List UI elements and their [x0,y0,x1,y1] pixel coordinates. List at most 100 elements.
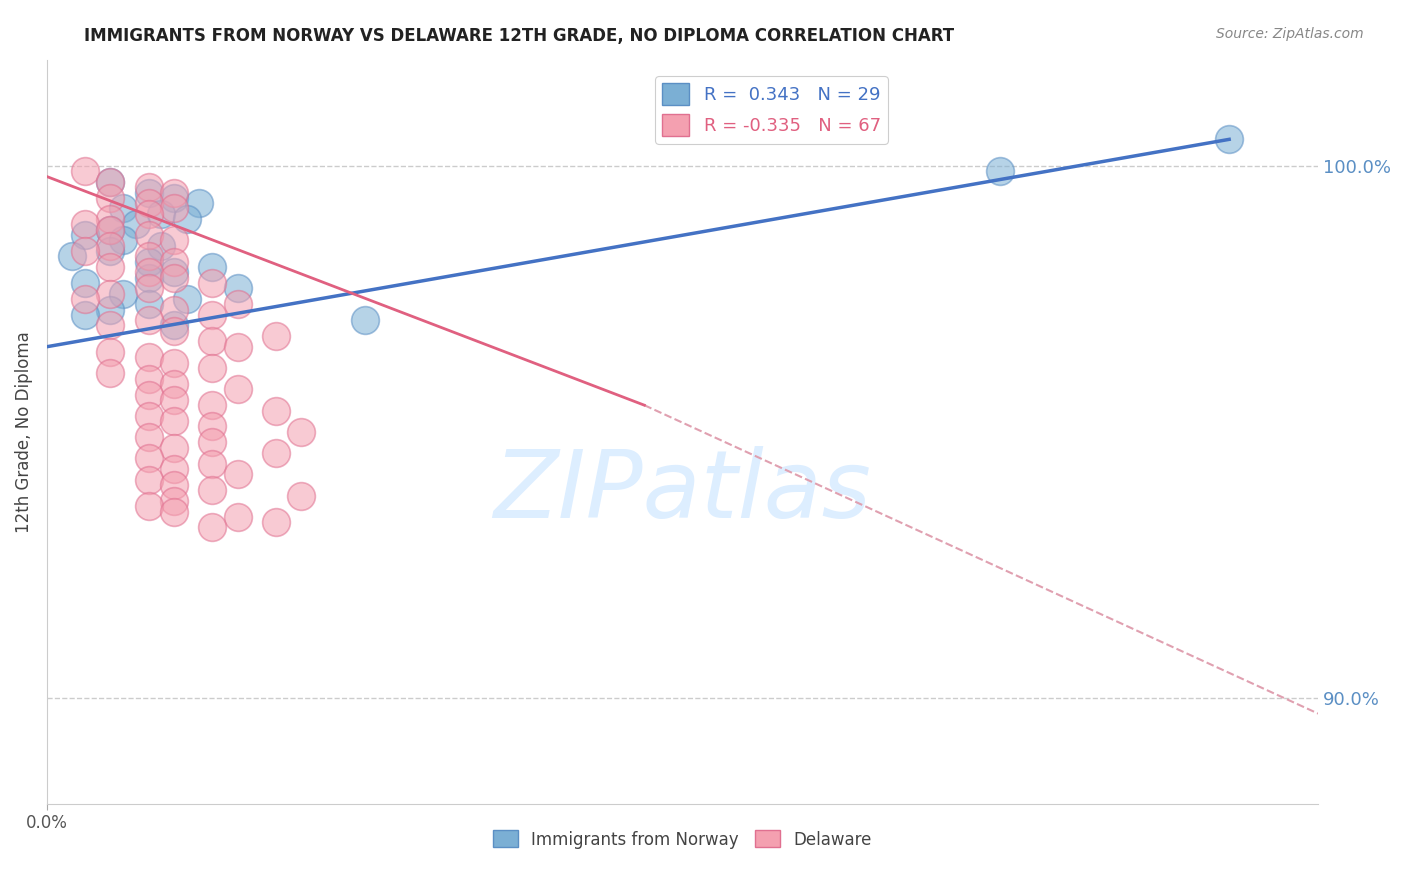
Point [138,270,160,285]
Point [290,489,312,503]
Point [163,504,186,518]
Point [163,478,186,492]
Point [138,254,160,268]
Point [201,419,224,434]
Y-axis label: 12th Grade, No Diploma: 12th Grade, No Diploma [15,331,32,533]
Point [226,509,249,524]
Point [100,244,122,258]
Point [163,441,186,455]
Point [226,467,249,482]
Legend: R =  0.343   N = 29, R = -0.335   N = 67: R = 0.343 N = 29, R = -0.335 N = 67 [655,76,889,144]
Point [163,414,186,428]
Point [138,228,160,243]
Point [100,191,122,205]
Point [138,409,160,423]
Point [163,254,186,268]
Point [138,371,160,385]
Point [138,249,160,263]
Point [201,435,224,450]
Point [60,249,83,263]
Point [163,191,186,205]
Point [125,218,148,232]
Point [226,340,249,354]
Point [100,302,122,317]
Point [1218,132,1240,146]
Point [150,238,173,252]
Point [138,207,160,221]
Point [100,286,122,301]
Point [138,500,160,514]
Point [290,425,312,439]
Point [163,462,186,476]
Point [201,520,224,534]
Point [163,265,186,279]
Point [163,202,186,216]
Point [226,281,249,295]
Point [112,233,135,247]
Point [138,297,160,311]
Point [73,308,96,322]
Point [163,392,186,407]
Point [353,313,375,327]
Point [264,515,287,529]
Point [73,218,96,232]
Point [176,212,198,227]
Point [100,238,122,252]
Point [100,345,122,359]
Point [112,286,135,301]
Point [163,270,186,285]
Point [226,297,249,311]
Point [100,318,122,333]
Point [264,403,287,417]
Point [100,175,122,189]
Point [73,244,96,258]
Point [100,175,122,189]
Point [201,483,224,498]
Point [163,186,186,200]
Point [100,260,122,274]
Point [138,451,160,466]
Point [201,276,224,290]
Text: ZIPatlas: ZIPatlas [494,446,872,537]
Point [188,196,211,211]
Point [201,260,224,274]
Point [138,387,160,401]
Point [163,356,186,370]
Text: IMMIGRANTS FROM NORWAY VS DELAWARE 12TH GRADE, NO DIPLOMA CORRELATION CHART: IMMIGRANTS FROM NORWAY VS DELAWARE 12TH … [84,27,955,45]
Point [163,302,186,317]
Point [226,382,249,396]
Point [163,318,186,333]
Point [73,228,96,243]
Point [100,223,122,237]
Point [100,367,122,381]
Point [988,164,1011,178]
Point [73,292,96,306]
Point [264,329,287,343]
Point [138,430,160,444]
Point [138,473,160,487]
Point [138,313,160,327]
Point [138,281,160,295]
Point [163,233,186,247]
Point [73,276,96,290]
Point [176,292,198,306]
Point [138,351,160,365]
Point [138,186,160,200]
Point [264,446,287,460]
Point [201,334,224,349]
Point [138,265,160,279]
Point [163,494,186,508]
Point [163,324,186,338]
Point [138,180,160,194]
Point [201,398,224,412]
Point [138,196,160,211]
Point [201,361,224,376]
Point [100,223,122,237]
Point [201,308,224,322]
Point [100,212,122,227]
Point [163,376,186,391]
Point [150,207,173,221]
Point [73,164,96,178]
Text: Source: ZipAtlas.com: Source: ZipAtlas.com [1216,27,1364,41]
Point [201,457,224,471]
